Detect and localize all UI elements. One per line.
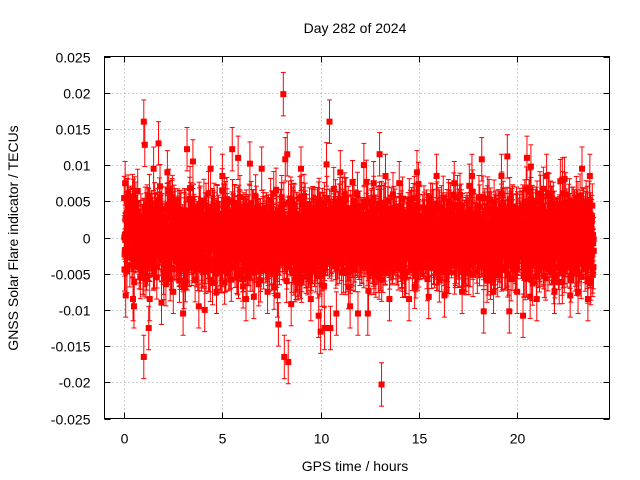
data-point-outlier [189, 139, 196, 184]
y-axis-label: GNSS Solar Flare indicator / TECUs [5, 125, 21, 350]
data-point-outlier [327, 305, 334, 351]
x-tick-label: 20 [510, 431, 526, 447]
data-point-outlier [201, 287, 208, 333]
data-point-outlier [520, 293, 527, 338]
y-tick-label: -0.02 [59, 375, 91, 391]
data-point-outlier [155, 121, 162, 166]
y-tick-label: 0.01 [63, 158, 90, 174]
data-point-outlier [140, 334, 147, 380]
x-axis-label: GPS time / hours [302, 458, 409, 474]
data-point-outlier [321, 305, 328, 351]
data-point-outlier [523, 135, 530, 181]
data-point-outlier [184, 126, 191, 172]
data-point-outlier [281, 334, 288, 380]
data-point-outlier [229, 126, 236, 172]
data-point-outlier [323, 142, 330, 187]
data-point-outlier [297, 146, 304, 191]
data-point-outlier [326, 99, 333, 144]
data-point-outlier [378, 362, 385, 407]
data-point-outlier [122, 273, 129, 318]
data-point-outlier [140, 99, 147, 144]
data-point-outlier [130, 284, 137, 329]
y-tick-label: 0.02 [63, 86, 90, 102]
data-point-outlier [280, 71, 287, 117]
data-point-outlier [478, 137, 485, 182]
data-point-outlier [246, 141, 253, 186]
x-tick-label: 15 [412, 431, 428, 447]
data-point-outlier [285, 339, 292, 385]
data-point-outlier [333, 291, 340, 336]
y-tick-label: -0.005 [51, 267, 91, 283]
x-tick-label: 10 [314, 431, 330, 447]
data-point-outlier [235, 135, 242, 181]
data-point-outlier [347, 284, 354, 329]
y-tick-label: -0.025 [51, 412, 91, 428]
x-tick-label: 0 [121, 431, 129, 447]
y-tick-label: 0 [83, 231, 91, 247]
data-point-outlier [480, 289, 487, 334]
data-point-outlier [258, 146, 265, 191]
y-tick-label: -0.015 [51, 339, 91, 355]
data-point-outlier [364, 291, 371, 336]
y-tick-label: -0.01 [59, 303, 91, 319]
data-point-outlier [150, 146, 157, 191]
y-tick-label: 0.015 [55, 122, 90, 138]
data-point-outlier [376, 132, 383, 177]
points-layer [121, 71, 597, 407]
chart-title: Day 282 of 2024 [304, 20, 407, 36]
data-point-outlier [354, 291, 361, 336]
y-tick-label: 0.005 [55, 194, 90, 210]
data-point-outlier [141, 122, 148, 168]
x-tick-label: 5 [219, 431, 227, 447]
data-point-outlier [145, 305, 152, 351]
data-point-outlier [504, 134, 511, 179]
data-point-outlier [406, 276, 413, 322]
y-tick-label: 0.025 [55, 50, 90, 66]
